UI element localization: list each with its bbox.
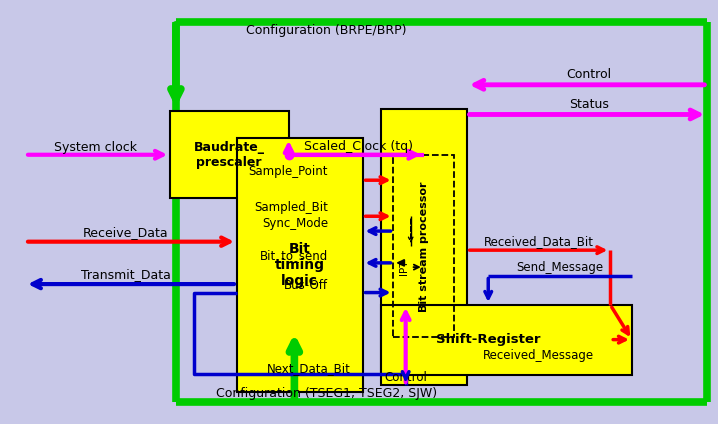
Text: Sync_Mode: Sync_Mode	[262, 218, 328, 230]
Text: Scaled_Clock (tq): Scaled_Clock (tq)	[304, 140, 414, 153]
Text: Bit stream processor: Bit stream processor	[419, 182, 429, 312]
Text: Received_Message: Received_Message	[483, 349, 594, 362]
Bar	[237, 138, 363, 392]
Text: Next_Data_Bit: Next_Data_Bit	[267, 363, 350, 375]
Bar	[170, 111, 289, 198]
Text: Control: Control	[567, 68, 611, 81]
Text: Received_Data_Bit: Received_Data_Bit	[483, 235, 594, 248]
Bar	[393, 155, 454, 337]
Text: Sample_Point: Sample_Point	[248, 165, 328, 178]
Text: Configuration (BRPE/BRP): Configuration (BRPE/BRP)	[246, 25, 407, 37]
Text: Receive_Data: Receive_Data	[83, 226, 169, 239]
Bar	[381, 109, 467, 385]
Text: Configuration (TSEG1, TSEG2, SJW): Configuration (TSEG1, TSEG2, SJW)	[216, 387, 437, 399]
Text: Bit_to_send: Bit_to_send	[260, 249, 328, 262]
Text: IPT: IPT	[398, 259, 409, 275]
Text: Bus-Off: Bus-Off	[284, 279, 328, 292]
Text: Transmit_Data: Transmit_Data	[80, 268, 171, 281]
Text: Bit
timing
logic: Bit timing logic	[274, 242, 325, 288]
Text: System clock: System clock	[54, 141, 137, 153]
Text: Shift-Register: Shift-Register	[436, 333, 541, 346]
Text: Control: Control	[384, 371, 427, 384]
Bar	[381, 305, 632, 375]
Text: Baudrate_
prescaler: Baudrate_ prescaler	[194, 141, 264, 169]
Text: Status: Status	[569, 98, 609, 111]
Text: Send_Message: Send_Message	[516, 262, 604, 274]
Text: Sampled_Bit: Sampled_Bit	[254, 201, 328, 214]
